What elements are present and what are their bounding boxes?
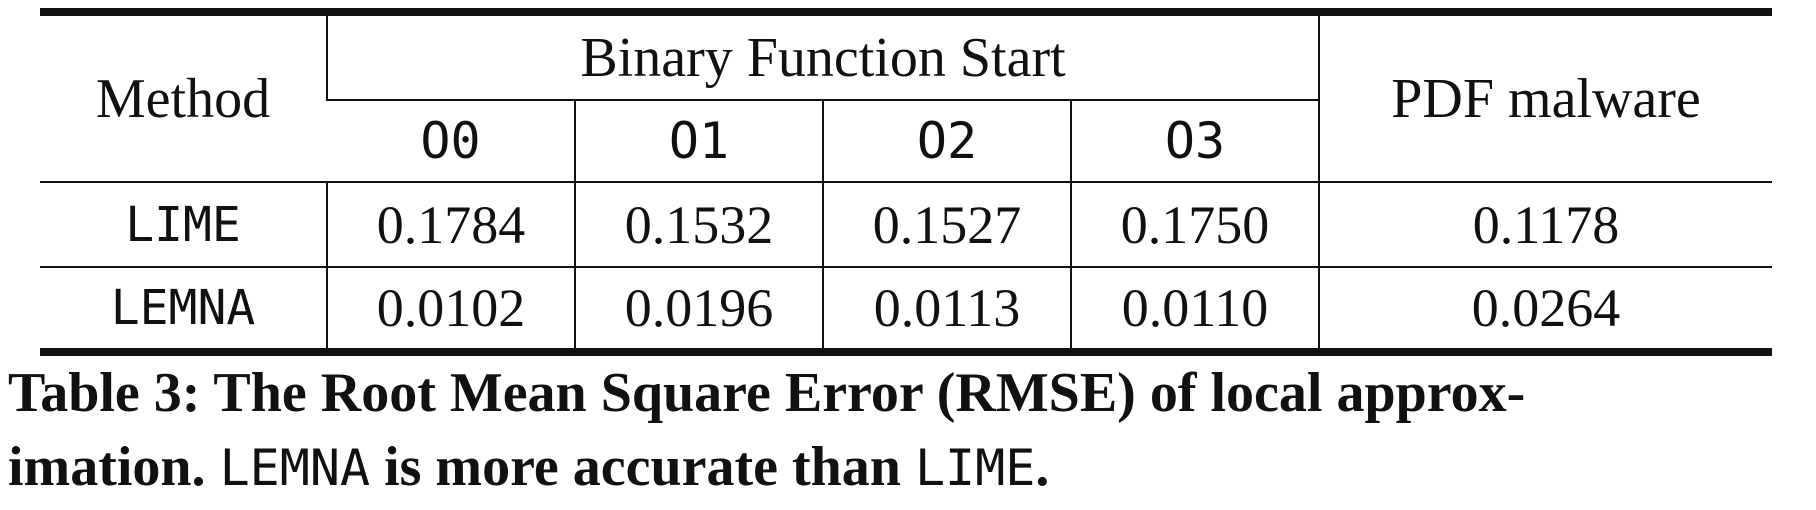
method-cell: LIME [125,196,241,253]
subcolumn-header-o0: O0 [420,112,481,170]
pdf-value-cell: 0.1178 [1318,182,1773,267]
method-column-header: Method [95,67,271,130]
subcolumn-header-o3: O3 [1069,100,1320,182]
caption-line-2: imation. LEMNA is more accurate than LIM… [8,430,1808,505]
table-header-row: Method Binary Function Start PDF malware [40,12,1773,182]
value-cell: 0.0196 [574,267,823,352]
value-cell: 0.0110 [1069,267,1320,352]
caption-term-lemna: LEMNA [219,439,371,497]
pdf-malware-column-header: PDF malware [1318,12,1773,182]
caption-middle-text: is more accurate than [384,436,901,498]
caption-term-lime: LIME [914,439,1036,497]
rmse-table: Method Binary Function Start PDF malware… [40,8,1773,356]
caption-prefix: imation. [8,436,206,498]
value-cell: 0.1784 [326,182,575,267]
table-caption: Table 3: The Root Mean Square Error (RMS… [8,356,1808,505]
value-cell: 0.0113 [822,267,1071,352]
value-cell: 0.1750 [1069,182,1320,267]
results-table-container: Method Binary Function Start PDF malware… [40,8,1773,356]
table-row: LEMNA 0.0102 0.0196 0.0113 0.0110 0.0264 [40,267,1773,352]
subcolumn-header-o2: O2 [822,100,1071,182]
method-cell: LEMNA [110,280,256,336]
value-cell: 0.1532 [574,182,823,267]
binary-function-start-header: Binary Function Start [325,12,1320,101]
subcolumn-header-o1: O1 [574,100,823,182]
value-cell: 0.0102 [326,267,575,352]
table-row: LIME 0.1784 0.1532 0.1527 0.1750 0.1178 [40,182,1773,267]
value-cell: 0.1527 [822,182,1071,267]
pdf-value-cell: 0.0264 [1318,267,1773,352]
caption-end: . [1035,436,1050,498]
table-subheader-row: O0 O1 O2 O3 [40,100,1773,182]
caption-line-1: Table 3: The Root Mean Square Error (RMS… [8,362,1526,424]
